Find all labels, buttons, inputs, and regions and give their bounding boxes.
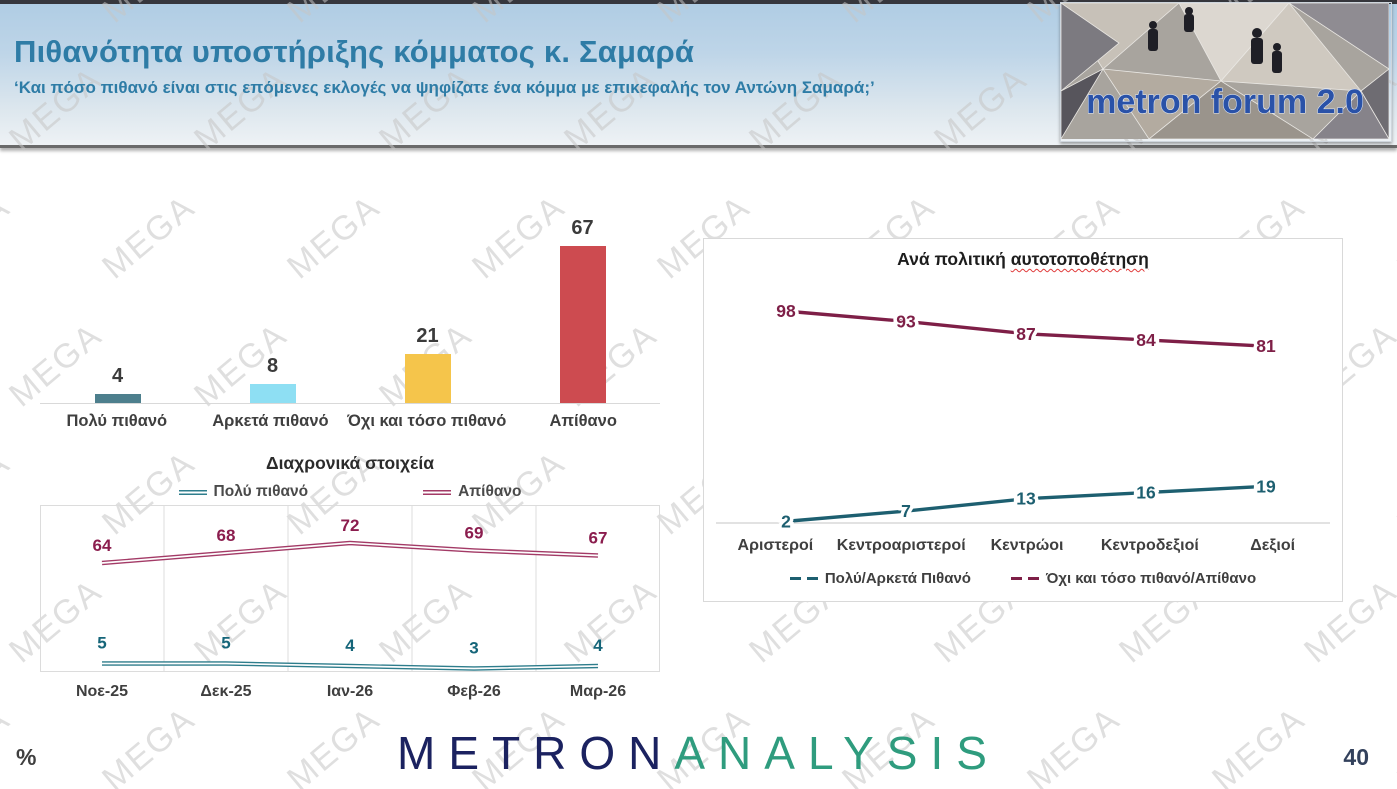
bar-column: 8 [195, 213, 350, 403]
data-point-label: 16 [1136, 483, 1156, 503]
legend-label: Απίθανο [458, 483, 522, 500]
bar-value-label: 8 [266, 355, 279, 378]
legend-dash-marker [789, 577, 801, 580]
metron-analysis-logo-metron: METRON [397, 727, 675, 779]
data-point-label: 69 [465, 524, 484, 543]
data-point-label: 5 [97, 634, 106, 653]
watermark-text: MEGA [1020, 699, 1128, 789]
data-point-label: 19 [1256, 476, 1276, 496]
legend-dash-marker [1010, 577, 1022, 580]
legend-label: Πολύ πιθανό [213, 483, 309, 500]
watermark-text: MEGA [0, 443, 18, 543]
metron-forum-logo: metron forum 2.0 [1060, 2, 1392, 142]
likelihood-bar-chart: 4 8 21 67 [40, 213, 660, 404]
watermark-text: MEGA [0, 187, 18, 287]
data-point-label: 72 [341, 516, 360, 535]
political-chart-legend: Πολύ/Αρκετά Πιθανό Όχι και τόσο πιθανό/Απ… [704, 570, 1342, 587]
watermark-text: MEGA [280, 699, 388, 789]
data-point-label: 67 [589, 529, 608, 548]
political-chart-x-labels: Αριστεροί Κεντροαριστεροί Κεντρώοι Κεντροδε… [714, 537, 1334, 555]
timeline-chart-legend: Πολύ πιθανό Απίθανο [40, 483, 660, 501]
series-line [785, 484, 1267, 524]
plot-border [40, 505, 660, 672]
bar [559, 246, 606, 403]
data-point-label: 84 [1136, 330, 1156, 350]
political-chart-plot: 98 93 87 84 81 2 7 13 16 19 [716, 298, 1330, 535]
metron-analysis-logo: METRONANALYSIS [397, 726, 1000, 780]
watermark-text: MEGA [1205, 699, 1313, 789]
metron-analysis-logo-analysis: ANALYSIS [674, 727, 1000, 779]
x-tick-label: Κεντροαριστεροί [836, 537, 966, 554]
political-chart-title: Ανά πολιτική αυτοτοποθέτηση [704, 249, 1342, 270]
bar [404, 353, 451, 403]
data-point-label: 98 [776, 301, 796, 321]
metron-forum-logo-image: metron forum 2.0 [1060, 2, 1390, 141]
data-point-label: 68 [217, 526, 236, 545]
data-point-label: 3 [469, 639, 478, 658]
bar-category-label: Απίθανο [549, 412, 617, 430]
x-tick-label: Φεβ-26 [447, 683, 501, 700]
data-point-label: 64 [93, 536, 112, 555]
watermark-text: MEGA [95, 699, 203, 789]
data-point-label: 81 [1256, 336, 1276, 356]
page-title: Πιθανότητα υποστήριξης κόμματος κ. Σαμαρ… [14, 34, 695, 69]
watermark-text: MEGA [1390, 187, 1397, 287]
bar-value-label: 21 [416, 324, 439, 347]
political-chart-title-prefix: Ανά πολιτική [897, 249, 1011, 269]
timeline-chart-title: Διαχρονικά στοιχεία [265, 453, 435, 473]
legend-item: Πολύ/Αρκετά Πιθανό [789, 570, 971, 587]
data-point-label: 13 [1016, 489, 1036, 509]
x-tick-label: Δεξιοί [1250, 537, 1296, 554]
series-line-core [101, 542, 599, 564]
timeline-chart-x-labels: Νοε-25 Δεκ-25 Ιαν-26 Φεβ-26 Μαρ-26 [40, 683, 660, 701]
people-silhouettes [1148, 7, 1282, 73]
x-tick-label: Δεκ-25 [200, 683, 252, 700]
page-subtitle: ‘Και πόσο πιθανό είναι στις επόμενες εκλ… [14, 78, 875, 97]
bar [94, 393, 141, 403]
legend-item: Απίθανο [423, 483, 521, 501]
bar [249, 384, 296, 403]
bar-column: 67 [505, 213, 660, 403]
data-point-label: 93 [896, 311, 916, 331]
watermark-text: MEGA [1390, 699, 1397, 789]
x-tick-label: Μαρ-26 [569, 683, 627, 700]
legend-dash-marker [1027, 577, 1039, 580]
data-point-label: 7 [901, 501, 911, 521]
bar-chart-category-labels: Πολύ πιθανό Αρκετά πιθανό Όχι και τόσο πιθ… [40, 412, 660, 431]
x-tick-label: Κεντροδεξιοί [1100, 537, 1199, 554]
timeline-chart-plot: 64 68 72 69 67 5 5 4 3 4 [40, 505, 660, 672]
bar-category-label: Όχι και τόσο πιθανό [347, 412, 507, 430]
legend-label: Όχι και τόσο πιθανό/Απίθανο [1045, 570, 1257, 587]
political-chart-title-underlined-word: αυτοτοποθέτηση [1010, 249, 1149, 269]
bar-category-label: Πολύ πιθανό [66, 412, 168, 430]
bar-category-label: Αρκετά πιθανό [212, 412, 329, 430]
bar-value-label: 4 [111, 364, 124, 387]
metron-forum-logo-text: metron forum 2.0 [1086, 83, 1364, 121]
data-point-label: 2 [781, 511, 791, 531]
watermark-text: MEGA [1390, 443, 1397, 543]
x-tick-label: Νοε-25 [75, 683, 129, 700]
percent-unit-label: % [16, 744, 37, 770]
x-tick-label: Κεντρώοι [990, 537, 1064, 554]
political-chart-panel: 98 93 87 84 81 2 7 13 16 19 Ανά πολιτική αυτοτοπο… [703, 238, 1343, 602]
series-line-core [102, 662, 599, 670]
data-point-label: 4 [345, 636, 355, 655]
legend-label: Πολύ/Αρκετά Πιθανό [824, 570, 971, 587]
legend-line-swatch [178, 489, 207, 495]
data-point-label: 5 [221, 634, 230, 653]
legend-dash-marker [806, 577, 818, 580]
x-tick-label: Ιαν-26 [326, 683, 374, 700]
series-line [785, 309, 1267, 348]
x-tick-label: Αριστεροί [737, 537, 814, 554]
bar-column: 4 [40, 213, 195, 403]
data-point-label: 87 [1016, 324, 1035, 344]
bar-column: 21 [350, 213, 505, 403]
page-number: 40 [1343, 744, 1369, 770]
legend-item: Όχι και τόσο πιθανό/Απίθανο [1010, 570, 1257, 587]
legend-item: Πολύ πιθανό [178, 483, 309, 501]
legend-line-swatch [423, 489, 452, 495]
data-point-label: 4 [593, 636, 603, 655]
bar-value-label: 67 [571, 217, 594, 240]
